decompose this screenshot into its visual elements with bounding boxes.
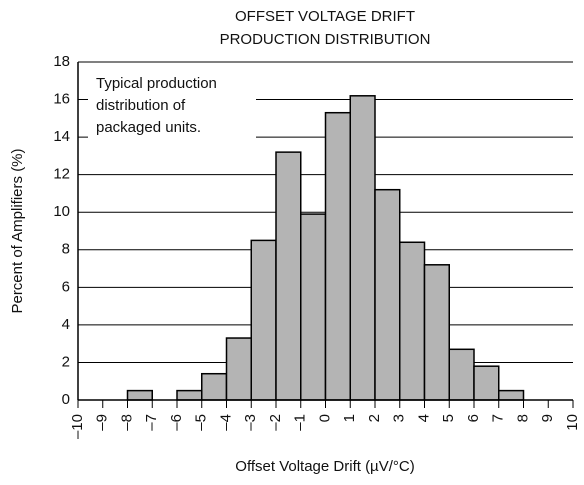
- bar: [225, 337, 252, 401]
- annotation: distribution of: [96, 97, 186, 114]
- bar: [448, 348, 475, 401]
- x-tick-label: 2: [366, 414, 383, 422]
- chart-title: OFFSET VOLTAGE DRIFT: [235, 8, 415, 25]
- bar: [275, 151, 302, 401]
- bar: [374, 188, 401, 401]
- x-tick-label: –3: [242, 414, 259, 431]
- x-tick-label: –10: [69, 414, 86, 439]
- x-tick-label: –7: [143, 414, 160, 431]
- bar: [176, 389, 203, 401]
- y-tick-label: 18: [53, 53, 70, 70]
- x-tick-label: 7: [490, 414, 507, 422]
- chart-title: PRODUCTION DISTRIBUTION: [220, 31, 431, 48]
- y-axis-label: Percent of Amplifiers (%): [9, 148, 26, 313]
- y-tick-label: 2: [62, 353, 70, 370]
- x-tick-label: 5: [440, 414, 457, 422]
- bar: [324, 111, 351, 401]
- bar: [498, 389, 525, 401]
- bar: [300, 213, 327, 401]
- x-tick-label: –4: [217, 414, 234, 431]
- x-tick-label: 0: [316, 414, 333, 422]
- bar: [250, 239, 277, 401]
- x-tick-label: 8: [514, 414, 531, 422]
- bar: [423, 264, 450, 401]
- y-tick-label: 10: [53, 203, 70, 220]
- annotation: Typical production: [96, 75, 217, 92]
- x-tick-label: 3: [391, 414, 408, 422]
- x-tick-label: 6: [465, 414, 482, 422]
- y-tick-label: 16: [53, 91, 70, 108]
- x-axis-label: Offset Voltage Drift (µV/°C): [235, 458, 414, 475]
- x-tick-label: –2: [267, 414, 284, 431]
- y-tick-label: 6: [62, 278, 70, 295]
- y-tick-label: 14: [53, 128, 70, 145]
- bar: [473, 365, 500, 401]
- annotation: packaged units.: [96, 119, 201, 136]
- bar: [399, 241, 426, 401]
- x-tick-label: 1: [341, 414, 358, 422]
- x-tick-label: –9: [94, 414, 111, 431]
- y-tick-label: 8: [62, 241, 70, 258]
- bar: [201, 372, 228, 401]
- bar: [349, 95, 376, 401]
- x-tick-label: 10: [564, 414, 581, 431]
- x-tick-label: 9: [539, 414, 556, 422]
- y-tick-label: 4: [62, 316, 70, 333]
- x-tick-label: 4: [415, 414, 432, 422]
- x-tick-label: –8: [118, 414, 135, 431]
- y-tick-label: 12: [53, 166, 70, 183]
- bar: [126, 389, 153, 401]
- y-tick-label: 0: [62, 391, 70, 408]
- x-tick-label: –6: [168, 414, 185, 431]
- x-tick-label: –1: [292, 414, 309, 431]
- x-tick-label: –5: [193, 414, 210, 431]
- annotation-box: [88, 72, 256, 144]
